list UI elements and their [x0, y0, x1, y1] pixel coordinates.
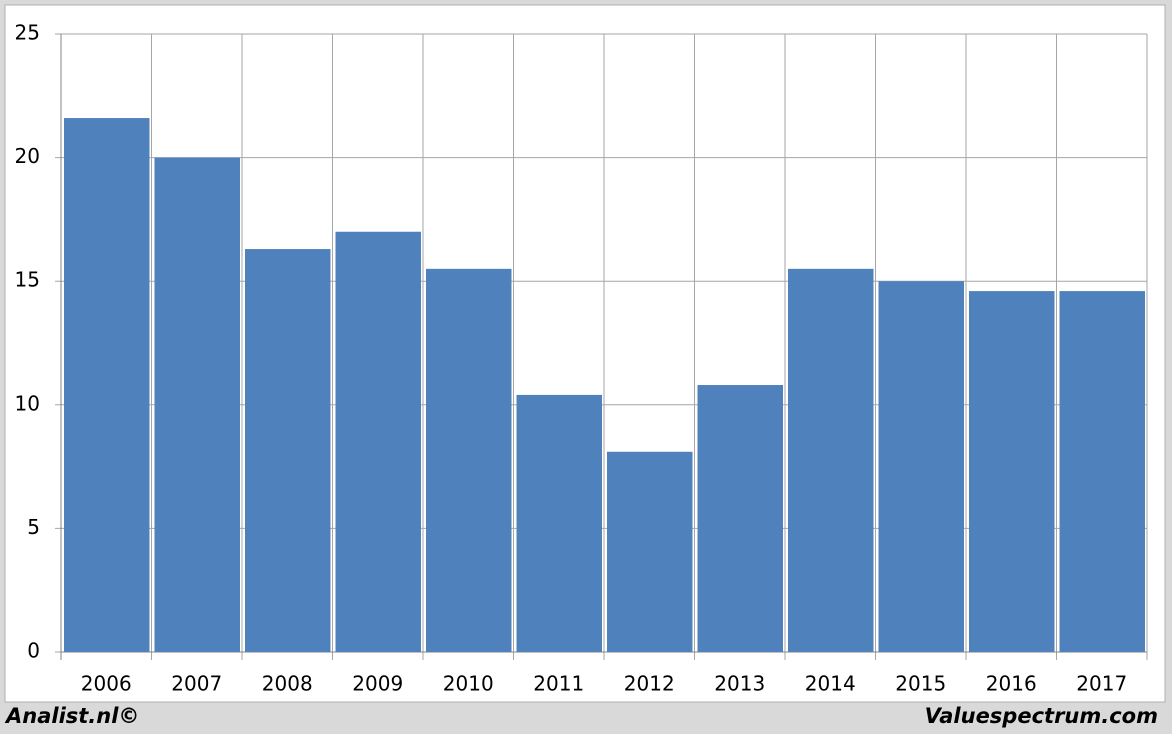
x-tick-label: 2015 [895, 672, 946, 696]
footer-left: Analist.nl© [4, 704, 139, 728]
bar [64, 118, 150, 653]
footer-right: Valuespectrum.com [925, 704, 1158, 728]
y-tick-label: 10 [15, 391, 40, 415]
x-tick-label: 2014 [805, 672, 856, 696]
y-tick-label: 5 [27, 515, 40, 539]
bar [969, 291, 1055, 652]
x-tick-label: 2017 [1076, 672, 1127, 696]
bar [697, 385, 783, 652]
bar [516, 394, 602, 652]
x-tick-label: 2012 [624, 672, 675, 696]
x-tick-label: 2007 [171, 672, 222, 696]
bar [1059, 291, 1145, 652]
y-tick-label: 20 [15, 144, 40, 168]
y-tick-label: 0 [27, 639, 40, 663]
x-tick-label: 2008 [262, 672, 313, 696]
y-tick-label: 15 [15, 268, 40, 292]
bar [245, 249, 331, 652]
x-tick-label: 2006 [81, 672, 132, 696]
bar [154, 157, 240, 652]
bar [426, 268, 512, 652]
bar [788, 268, 874, 652]
x-tick-label: 2013 [714, 672, 765, 696]
x-tick-label: 2011 [533, 672, 584, 696]
y-tick-label: 25 [15, 21, 40, 45]
bar [878, 281, 964, 652]
bar [607, 451, 693, 652]
x-tick-label: 2009 [352, 672, 403, 696]
x-tick-label: 2016 [986, 672, 1037, 696]
x-tick-label: 2010 [443, 672, 494, 696]
bar [335, 231, 421, 652]
